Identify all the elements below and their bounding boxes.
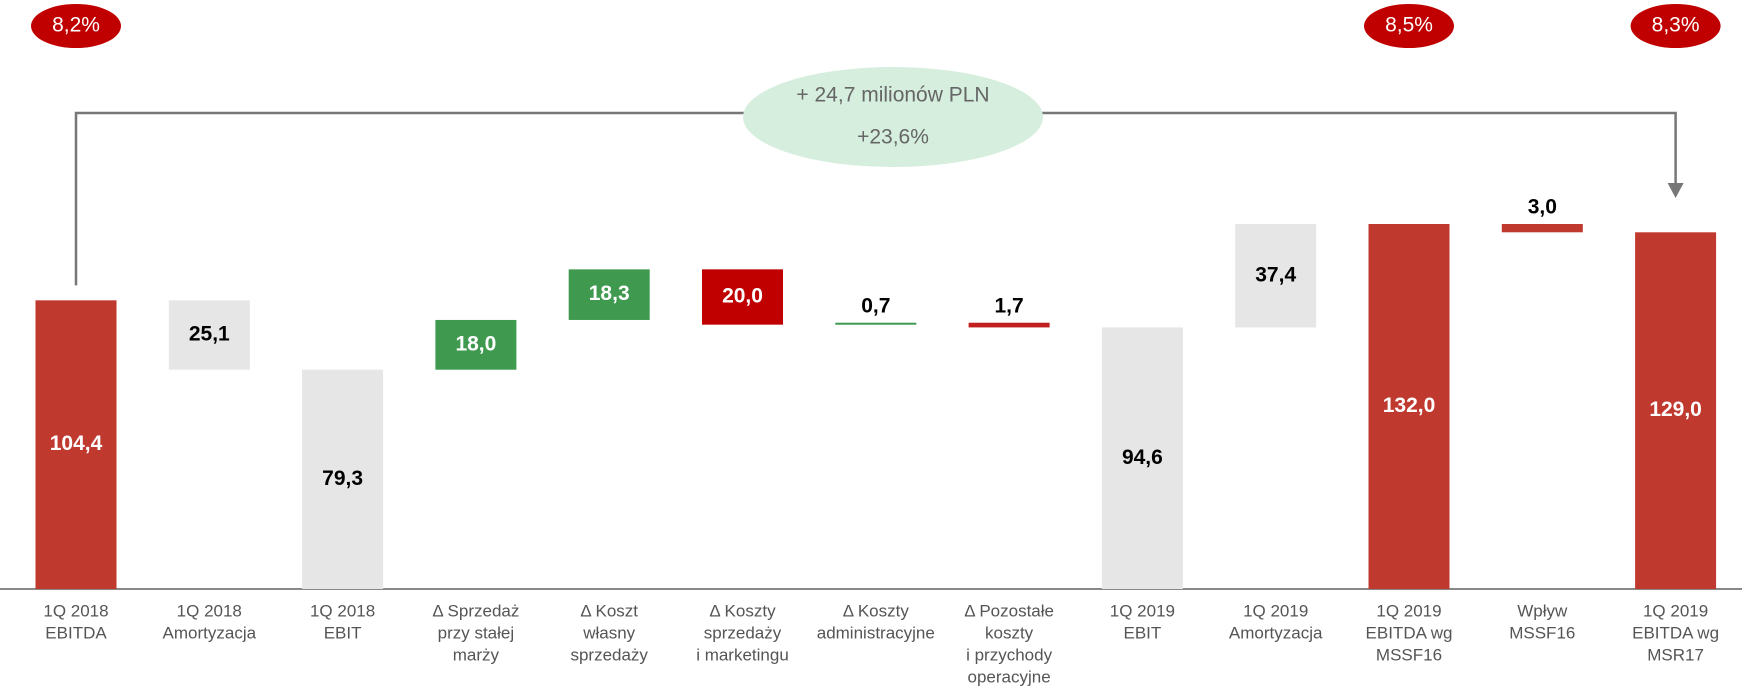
x-tick-label: 1Q 2019 — [1643, 601, 1708, 620]
bar — [568, 269, 650, 320]
value-label: 3,0 — [1528, 196, 1557, 219]
bar — [1635, 232, 1717, 589]
bar — [35, 300, 117, 589]
x-tick-label: własny — [582, 623, 635, 642]
x-tick-label: Amortyzacja — [1229, 623, 1323, 642]
annotation-text: +23,6% — [857, 126, 929, 149]
margin-badge — [1630, 4, 1721, 48]
bar — [435, 319, 517, 370]
x-tick-label: MSSF16 — [1509, 623, 1575, 642]
x-tick-label: 1Q 2018 — [177, 601, 242, 620]
x-tick-label: i marketingu — [696, 645, 789, 664]
bar — [1368, 224, 1450, 589]
bar — [1501, 224, 1583, 233]
x-tick-label: sprzedaży — [570, 645, 648, 664]
value-label: 129,0 — [1649, 398, 1702, 421]
x-tick-label: EBITDA — [45, 623, 107, 642]
value-label: 18,0 — [455, 332, 496, 355]
value-label: 132,0 — [1383, 394, 1436, 417]
margin-label: 8,2% — [52, 14, 100, 37]
bar — [702, 269, 783, 325]
bar — [302, 369, 384, 589]
x-tick-label: Δ Koszty — [709, 601, 776, 620]
bar — [1101, 327, 1183, 589]
value-label: 20,0 — [722, 285, 763, 308]
x-tick-label: MSSF16 — [1376, 645, 1442, 664]
annotation-text: + 24,7 milionów PLN — [796, 84, 989, 107]
arrow-head — [1667, 183, 1684, 198]
x-tick-label: sprzedaży — [704, 623, 782, 642]
bar — [835, 322, 917, 325]
margin-label: 8,3% — [1652, 14, 1700, 37]
margin-label: 8,5% — [1385, 14, 1433, 37]
x-tick-label: Amortyzacja — [163, 623, 257, 642]
bar — [1235, 224, 1317, 328]
x-tick-label: operacyjne — [968, 667, 1051, 686]
x-tick-label: EBIT — [1124, 623, 1162, 642]
x-tick-label: EBIT — [324, 623, 362, 642]
annotation-bubble — [743, 67, 1043, 167]
x-tick-label: Δ Pozostałe — [964, 601, 1054, 620]
value-label: 0,7 — [861, 294, 890, 317]
x-tick-label: przy stałej — [438, 623, 515, 642]
x-tick-label: 1Q 2018 — [310, 601, 375, 620]
margin-badge — [31, 4, 121, 48]
value-label: 1,7 — [994, 294, 1023, 317]
x-tick-label: koszty — [985, 623, 1034, 642]
x-tick-label: 1Q 2019 — [1376, 601, 1441, 620]
x-tick-label: 1Q 2019 — [1110, 601, 1175, 620]
x-tick-label: MSR17 — [1647, 645, 1704, 664]
x-tick-label: i przychody — [966, 645, 1052, 664]
value-label: 18,3 — [589, 282, 630, 305]
x-tick-label: Δ Sprzedaż — [432, 601, 519, 620]
value-label: 37,4 — [1255, 263, 1296, 286]
x-tick-label: EBITDA wg — [1632, 623, 1719, 642]
bar — [168, 300, 250, 370]
value-label: 25,1 — [189, 323, 230, 346]
value-label: 79,3 — [322, 467, 363, 490]
x-tick-label: 1Q 2018 — [43, 601, 108, 620]
x-tick-label: marży — [453, 645, 500, 664]
value-label: 94,6 — [1122, 446, 1163, 469]
x-tick-label: 1Q 2019 — [1243, 601, 1308, 620]
x-tick-label: EBITDA wg — [1366, 623, 1453, 642]
x-tick-label: Δ Koszt — [580, 601, 638, 620]
x-tick-label: administracyjne — [817, 623, 935, 642]
margin-badge — [1364, 4, 1454, 48]
x-tick-label: Δ Koszty — [843, 601, 910, 620]
value-label: 104,4 — [50, 432, 103, 455]
x-tick-label: Wpływ — [1517, 601, 1568, 620]
bar — [968, 322, 1050, 328]
